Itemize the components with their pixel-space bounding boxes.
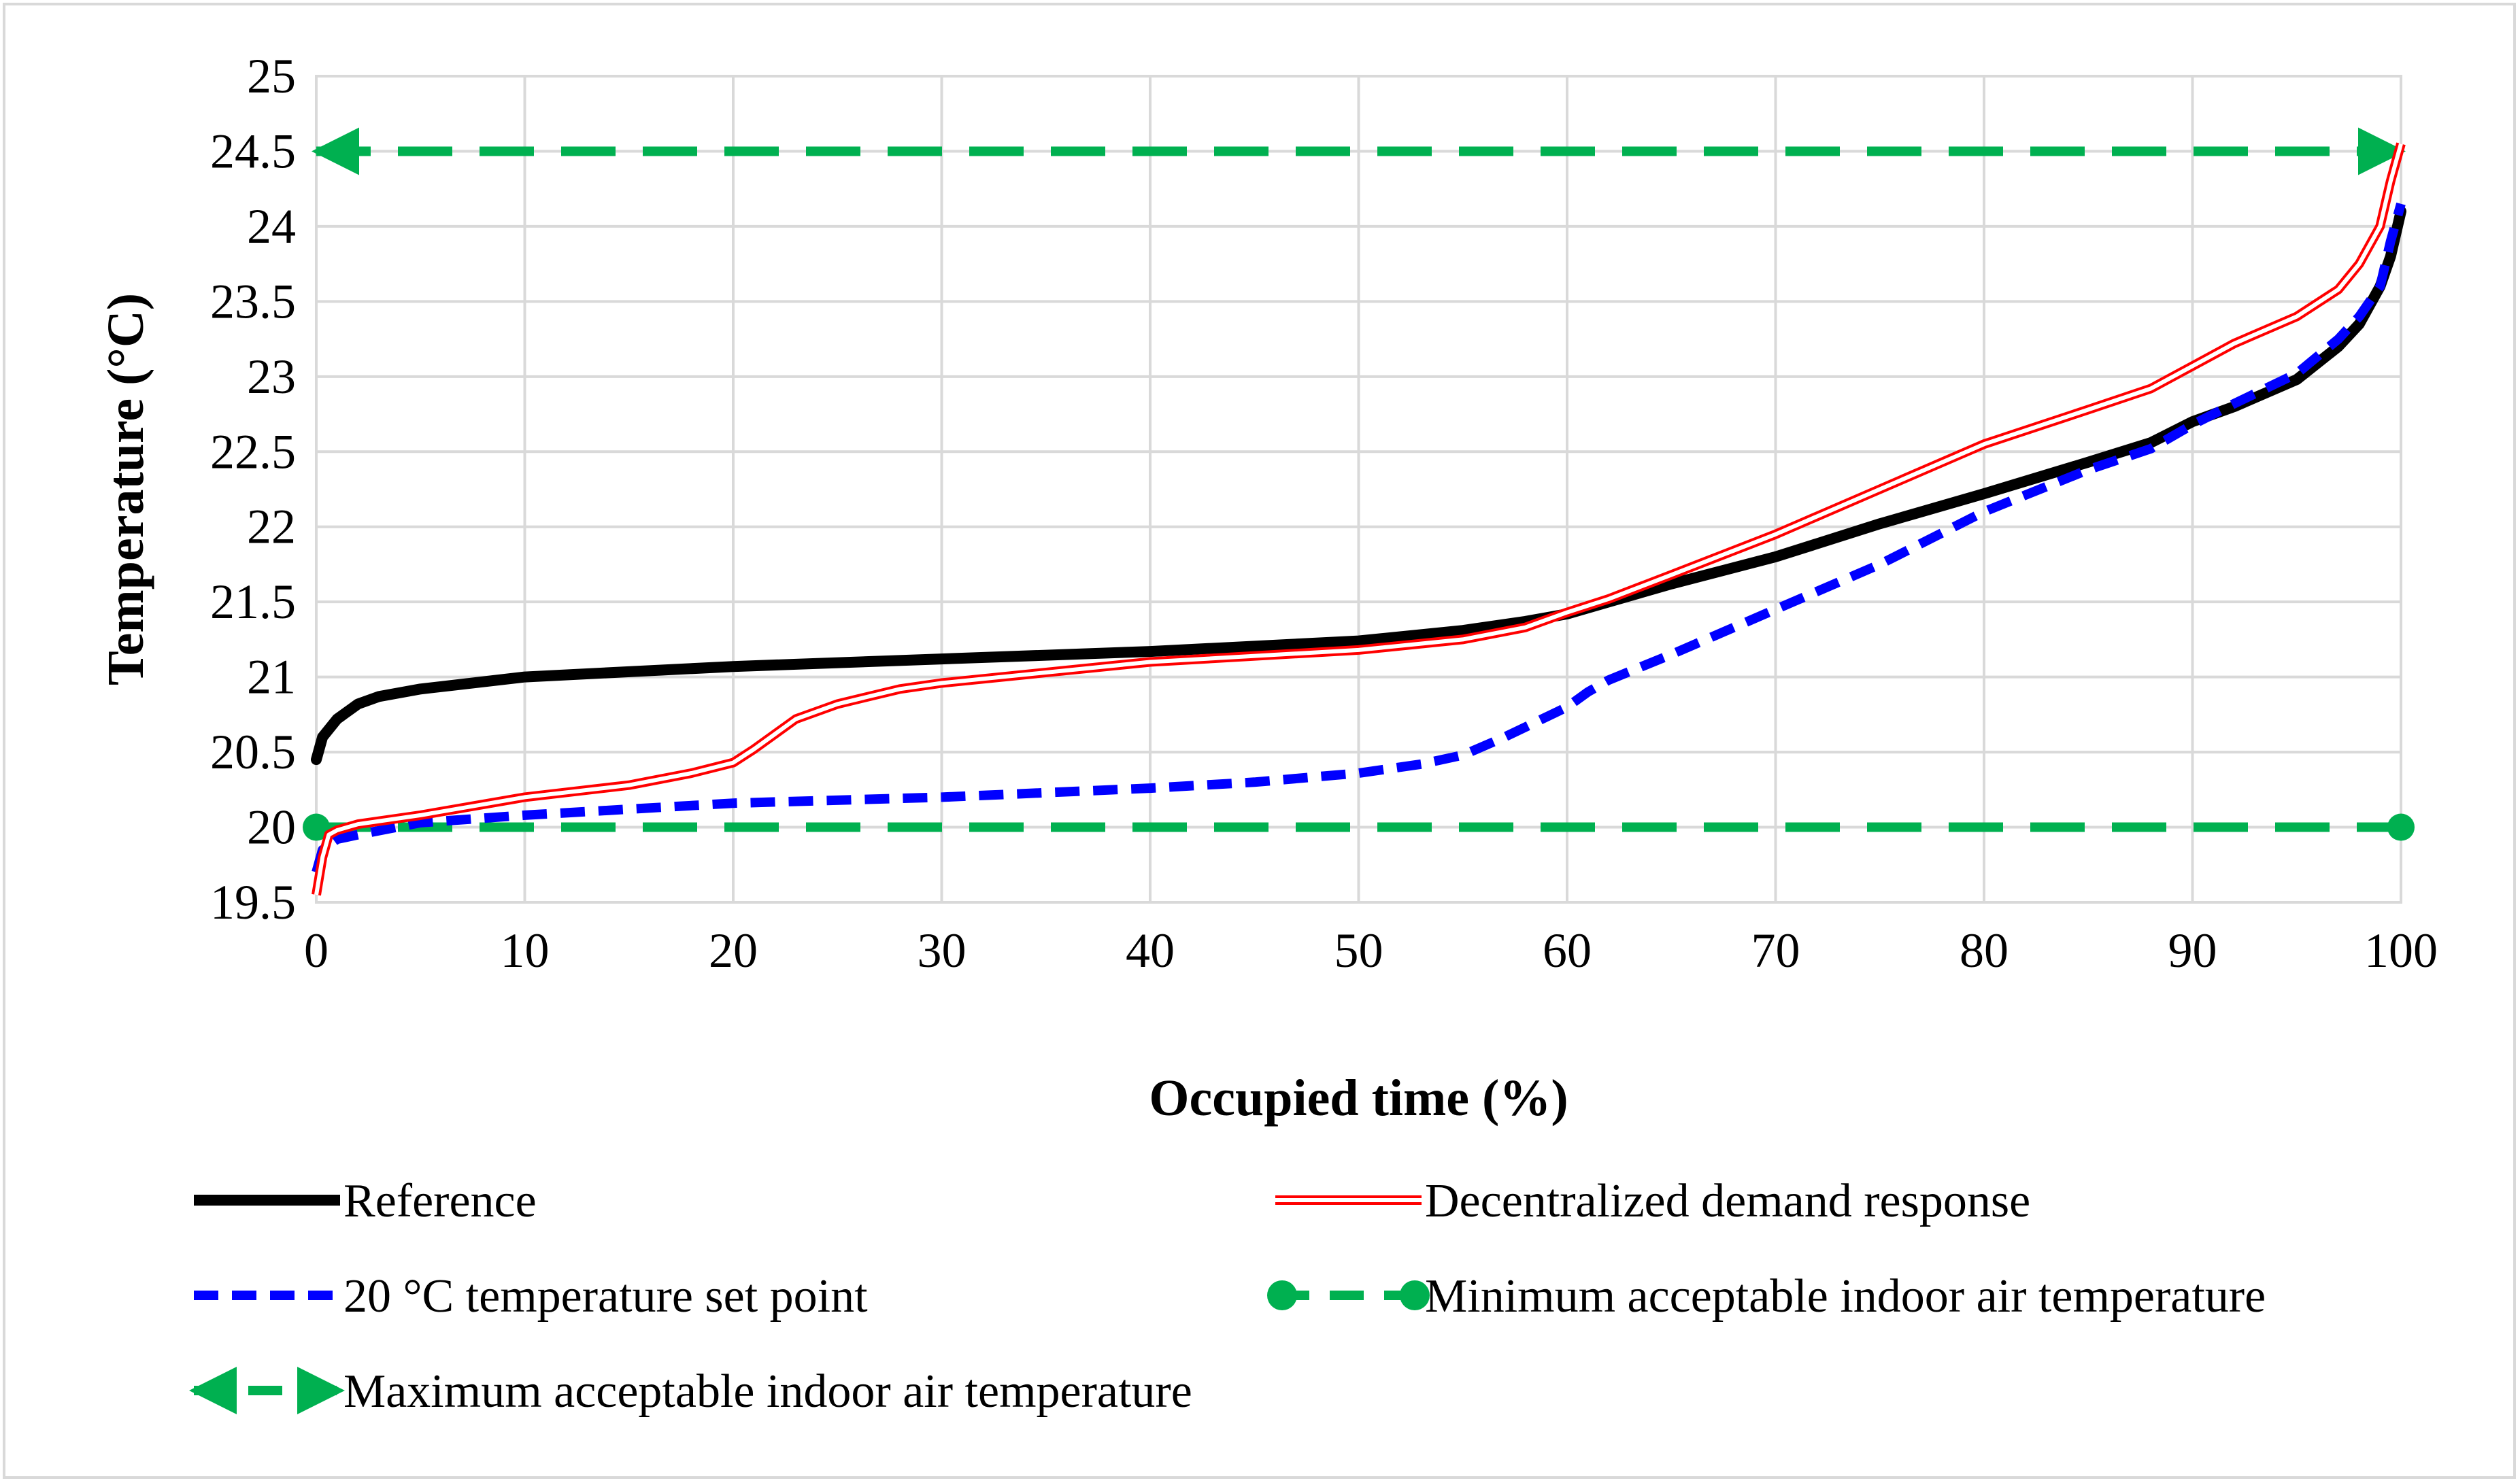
x-tick-label: 10 [501, 923, 550, 978]
x-tick-label: 20 [709, 923, 758, 978]
x-axis-title: Occupied time (%) [1149, 1070, 1568, 1127]
series-3 [303, 813, 2415, 841]
x-tick-label: 40 [1126, 923, 1175, 978]
x-tick-label: 100 [2364, 923, 2438, 978]
series-1 [312, 142, 2406, 896]
legend: Reference Decentralized demand response 20… [189, 1175, 2266, 1418]
plot-area-border [315, 75, 2402, 904]
legend-item: 20 °C temperature set point [194, 1270, 868, 1323]
legend-swatch-marker [1267, 1280, 1297, 1310]
x-tick-label: 70 [1751, 923, 1800, 978]
legend-item: Maximum acceptable indoor air temperatur… [189, 1365, 1192, 1418]
x-tick-label: 90 [2168, 923, 2217, 978]
y-tick-label: 21.5 [210, 575, 296, 629]
y-tick-label: 24 [247, 199, 296, 254]
y-tick-label: 20.5 [210, 725, 296, 779]
y-tick-label: 23 [247, 350, 296, 404]
legend-label: Decentralized demand response [1425, 1175, 2030, 1227]
series-2 [312, 202, 2406, 874]
legend-swatch-marker [1400, 1280, 1430, 1310]
y-tick-label: 19.5 [210, 875, 296, 930]
series-lines [303, 127, 2415, 896]
legend-label: Reference [343, 1175, 537, 1227]
y-tick-label: 24.5 [210, 124, 296, 178]
setpoint-line [312, 202, 2406, 874]
legend-item: Reference [194, 1175, 537, 1227]
minimum-line-endpoint-marker [303, 813, 330, 841]
y-tick-label: 25 [247, 49, 296, 103]
legend-item: Minimum acceptable indoor air temperatur… [1267, 1270, 2266, 1323]
y-tick-label: 22.5 [210, 424, 296, 479]
x-tick-label: 30 [918, 923, 967, 978]
minimum-line-endpoint-marker [2387, 813, 2415, 841]
legend-label: Maximum acceptable indoor air temperatur… [343, 1365, 1192, 1418]
y-tick-label: 22 [247, 500, 296, 554]
y-tick-label: 20 [247, 800, 296, 855]
legend-label: 20 °C temperature set point [343, 1270, 868, 1323]
gridlines [315, 75, 2402, 904]
x-tick-label: 0 [304, 923, 329, 978]
tick-labels: 0 10 20 30 40 50 60 70 80 90 100 19.5 20 20.5 21 21.5 22… [210, 49, 2438, 978]
x-tick-label: 60 [1543, 923, 1592, 978]
x-tick-label: 50 [1334, 923, 1383, 978]
y-tick-label: 21 [247, 650, 296, 704]
chart-frame [3, 3, 2516, 1479]
demand-response-line-inner [314, 143, 2403, 896]
y-tick-label: 23.5 [210, 274, 296, 328]
x-tick-label: 80 [1960, 923, 2009, 978]
legend-item: Decentralized demand response [1275, 1175, 2030, 1227]
legend-label: Minimum acceptable indoor air temperatur… [1425, 1270, 2266, 1323]
y-axis-title: Temperature (°C) [97, 293, 154, 685]
